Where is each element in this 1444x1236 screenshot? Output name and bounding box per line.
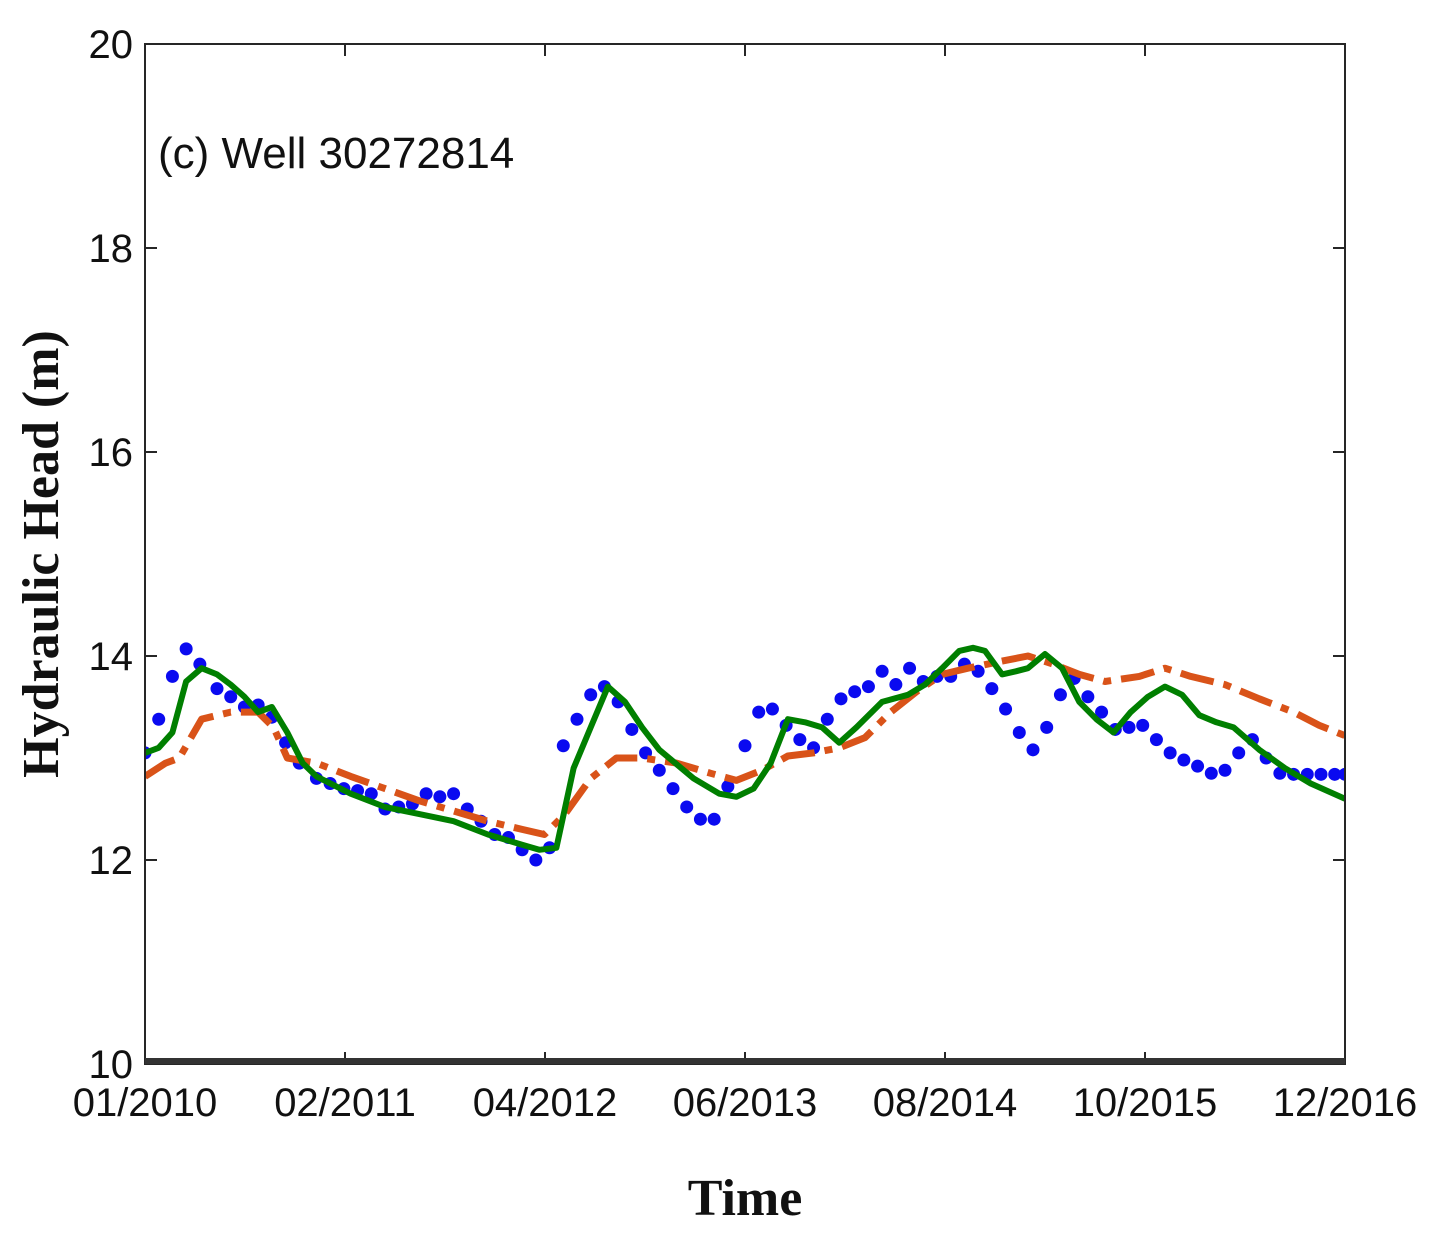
observed-point <box>419 787 433 801</box>
observed-point <box>971 664 985 678</box>
series-dash-dot <box>145 652 1345 838</box>
observed-point <box>1136 718 1150 732</box>
observed-point <box>903 661 917 675</box>
observed-point <box>985 682 999 696</box>
y-tick-label: 18 <box>89 227 134 271</box>
observed-point <box>1232 746 1246 760</box>
y-tick-label: 16 <box>89 431 134 475</box>
x-axis-baseline <box>145 1058 1345 1064</box>
observed-point <box>210 682 224 696</box>
y-tick-label: 10 <box>89 1043 134 1087</box>
solid-series-line <box>145 644 1345 853</box>
y-tick-label: 12 <box>89 839 134 883</box>
annotation-label: (c) Well 30272814 <box>158 129 514 178</box>
x-axis-title: Time <box>688 1170 803 1227</box>
observed-point <box>1095 705 1109 719</box>
x-tick-label: 12/2016 <box>1273 1081 1418 1125</box>
observed-point <box>179 642 193 656</box>
observed-point <box>584 688 598 702</box>
observed-point <box>1177 753 1191 767</box>
observed-point <box>364 787 378 801</box>
observed-point <box>999 702 1013 716</box>
observed-point <box>1338 767 1345 781</box>
observed-point <box>1328 767 1342 781</box>
observed-point <box>1218 763 1232 777</box>
series-layer <box>145 642 1345 867</box>
observed-point <box>570 712 584 726</box>
observed-point <box>820 712 834 726</box>
observed-point <box>834 692 848 706</box>
observed-point <box>224 690 238 704</box>
observed-point <box>1163 746 1177 760</box>
observed-point <box>1040 720 1054 734</box>
x-tick-label: 04/2012 <box>473 1081 618 1125</box>
observed-point <box>556 739 570 753</box>
observed-point <box>447 787 461 801</box>
observed-point <box>889 678 903 692</box>
observed-point <box>738 739 752 753</box>
observed-point <box>861 680 875 694</box>
observed-point <box>152 712 166 726</box>
observed-point <box>165 669 179 683</box>
observed-point <box>1026 743 1040 757</box>
observed-point <box>707 812 721 826</box>
observed-point <box>1314 767 1328 781</box>
observed-point <box>1081 690 1095 704</box>
series-solid <box>145 644 1345 853</box>
observed-point <box>433 790 447 804</box>
observed-point <box>721 780 735 794</box>
observed-point <box>1122 720 1136 734</box>
observed-point <box>875 664 889 678</box>
tick-labels: 01/2010 02/2011 04/2012 06/2013 08/2014 10/20… <box>73 23 1418 1125</box>
x-tick-label: 08/2014 <box>873 1081 1018 1125</box>
observed-point <box>1191 759 1205 773</box>
plot-background <box>145 44 1345 1064</box>
observed-point <box>666 782 680 796</box>
x-tick-label: 02/2011 <box>274 1081 416 1125</box>
observed-point <box>1204 766 1218 780</box>
observed-point <box>1149 733 1163 747</box>
observed-point <box>529 853 543 867</box>
observed-point <box>1053 688 1067 702</box>
observed-point <box>765 702 779 716</box>
y-axis-title: Hydraulic Head (m) <box>13 330 70 778</box>
x-tick-label: 06/2013 <box>673 1081 818 1125</box>
observed-point <box>848 685 862 699</box>
x-tick-label: 01/2010 <box>73 1081 218 1125</box>
observed-point <box>680 800 694 814</box>
observed-point <box>793 733 807 747</box>
observed-point <box>652 763 666 777</box>
dash-dot-series-line <box>145 652 1345 838</box>
x-tick-label: 10/2015 <box>1073 1081 1218 1125</box>
observed-point <box>693 812 707 826</box>
y-tick-label: 14 <box>89 635 134 679</box>
observed-point <box>752 705 766 719</box>
observed-point <box>1012 726 1026 739</box>
y-tick-label: 20 <box>89 23 134 67</box>
observed-point <box>625 722 639 736</box>
